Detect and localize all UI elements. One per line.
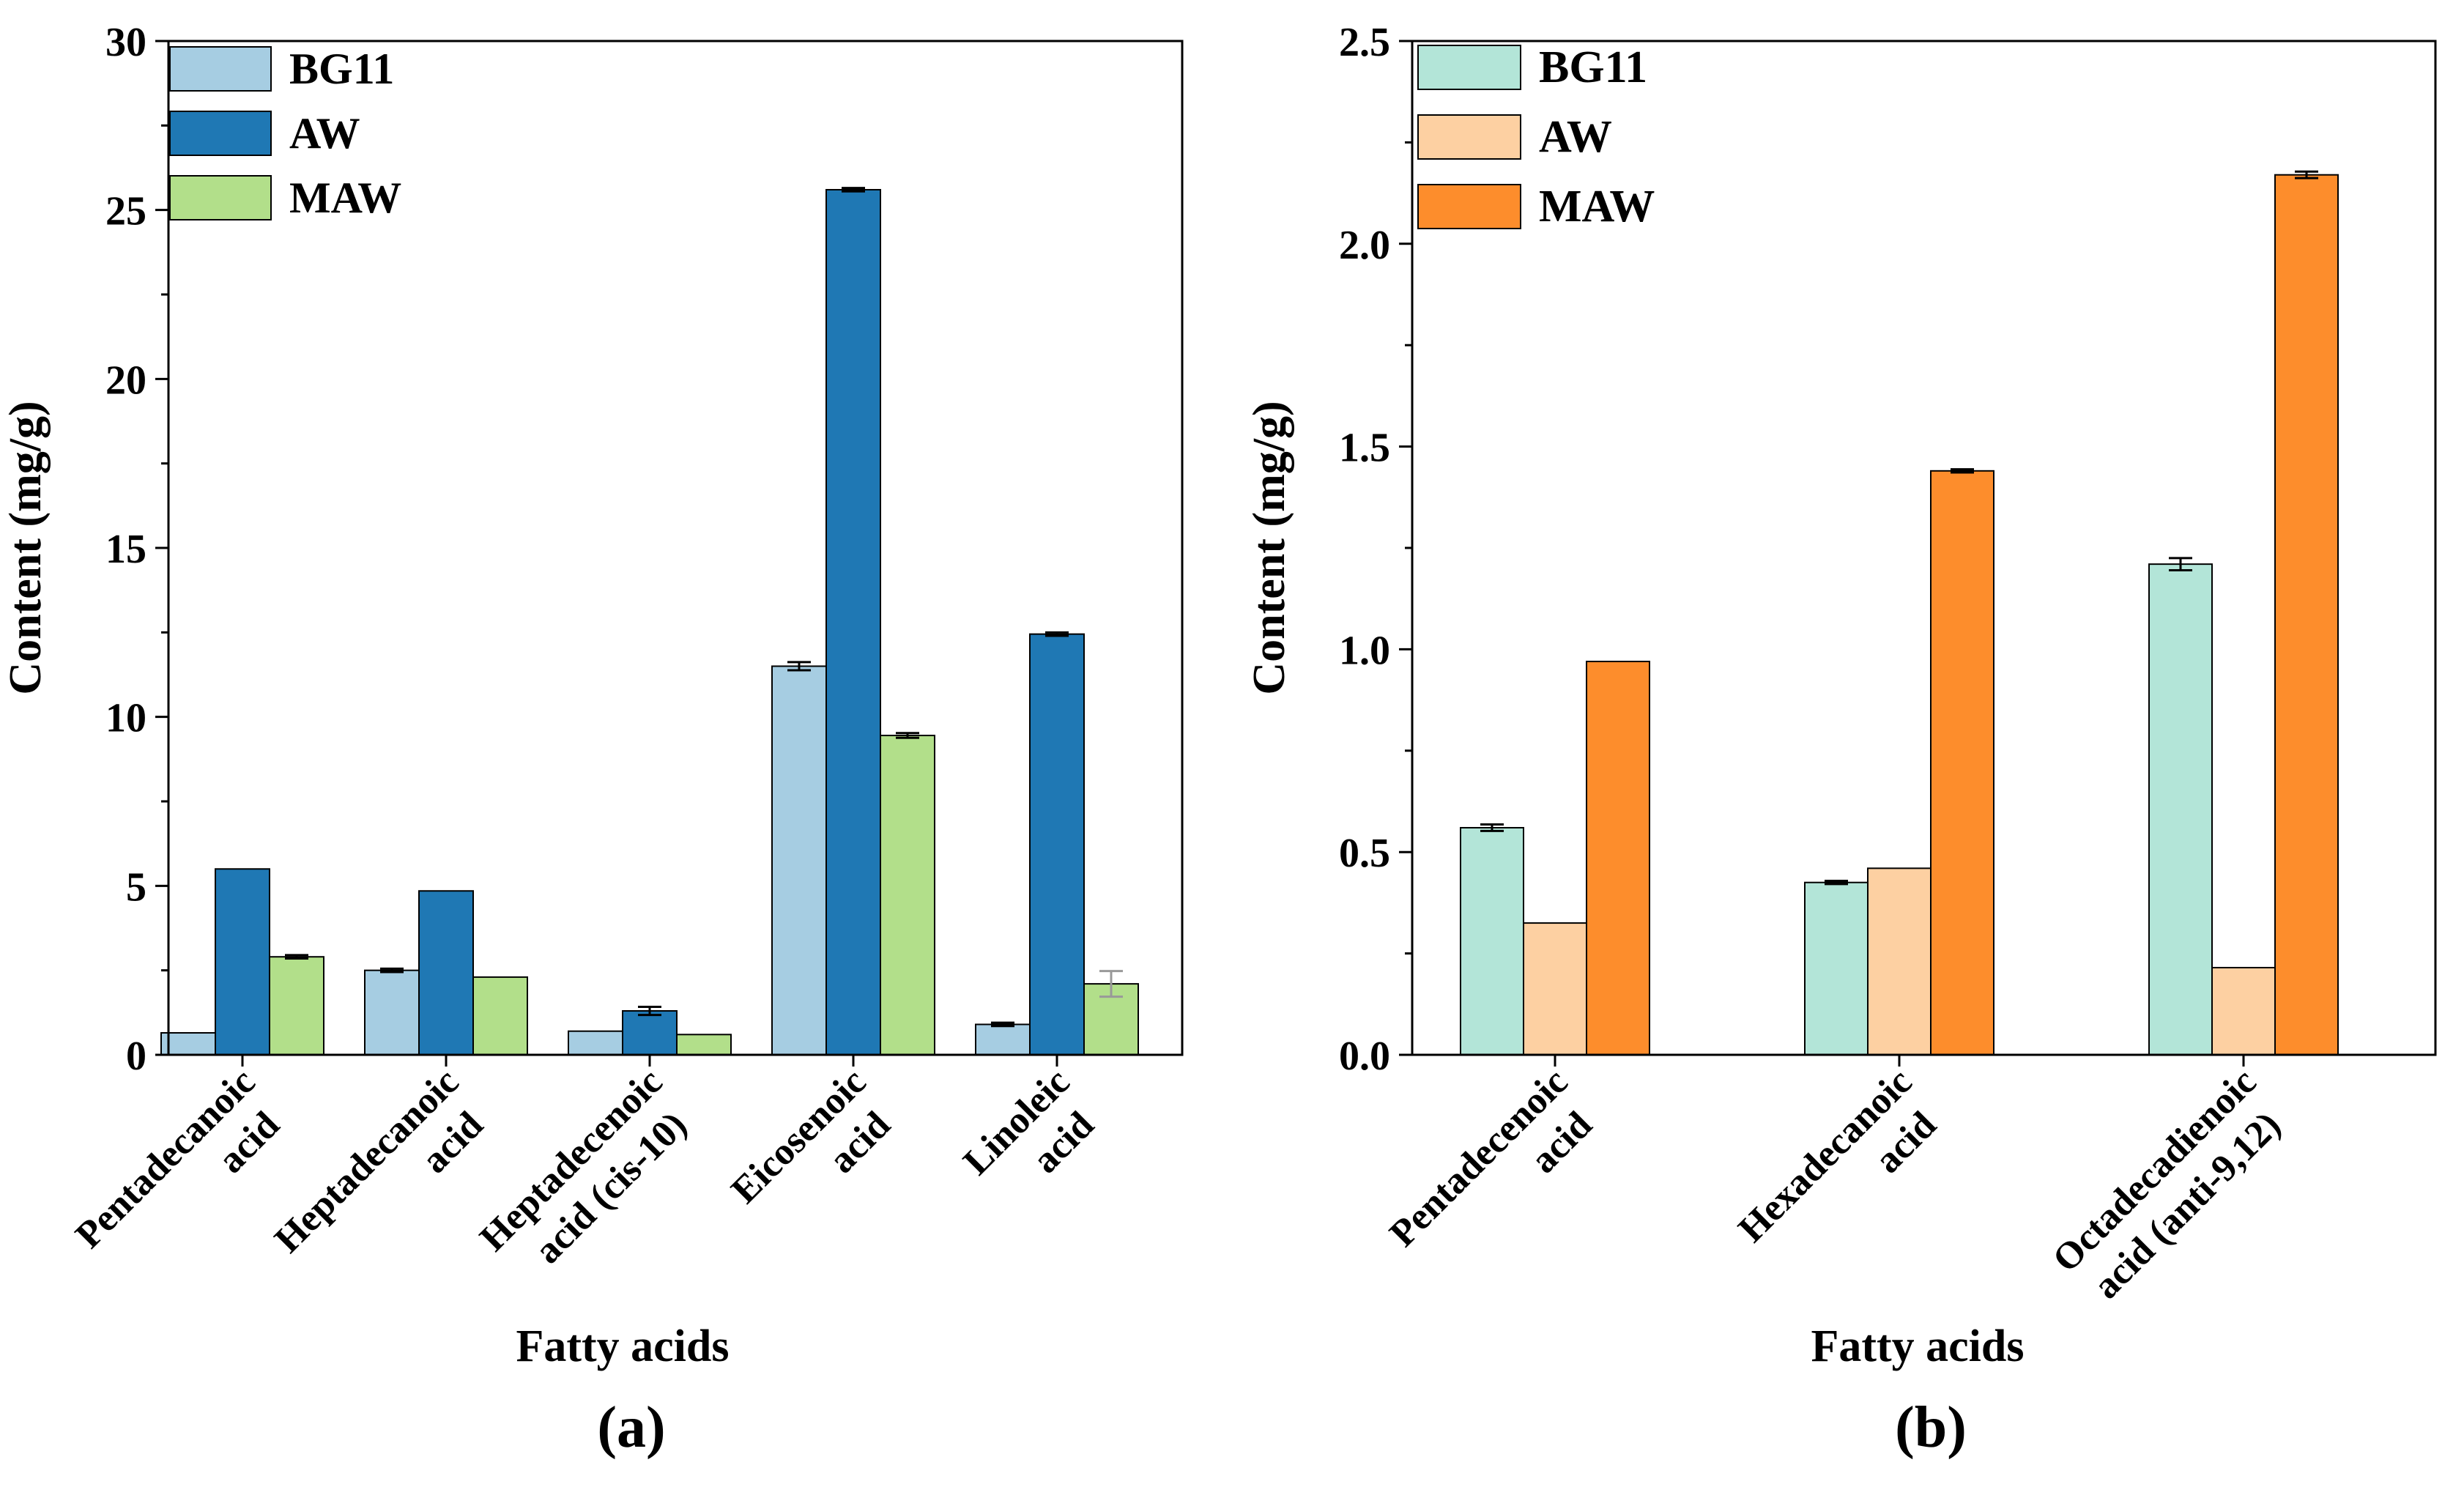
legend-swatch	[169, 111, 272, 156]
legend-swatch	[1417, 184, 1521, 229]
y-tick-label: 1.0	[1339, 628, 1390, 673]
x-tick-label: Pentadecenoicacid	[1382, 1061, 1610, 1288]
bar	[418, 890, 474, 1056]
legend-swatch	[1417, 114, 1521, 160]
x-tick-label: Linoleicacid	[956, 1061, 1112, 1217]
y-tick-label: 10	[105, 696, 146, 741]
x-tick-label: Heptadecanoicacid	[267, 1061, 500, 1294]
x-tick-label: Hexadecanoicacid	[1731, 1061, 1954, 1284]
bar	[1804, 881, 1869, 1056]
x-axis-label: Fatty acids	[516, 1321, 729, 1371]
y-tick-label: 30	[105, 20, 146, 65]
bar	[269, 956, 324, 1056]
bar	[771, 665, 827, 1056]
y-tick-label: 2.5	[1339, 20, 1390, 65]
chart-panel-a: 0 5 10 15 20 25 30 PentadecanoicacidHeptadecano…	[1, 20, 1184, 1460]
y-tick-label: 0	[126, 1034, 146, 1079]
legend-swatch	[1417, 45, 1521, 90]
bar	[472, 976, 528, 1056]
legend-label: BG11	[289, 45, 394, 93]
legend-swatch	[169, 46, 272, 92]
bar	[975, 1023, 1031, 1056]
chart-panel-b: 0.0 0.5 1.0 1.5 2.0 2.5 Pentadecenoicacid Hexad…	[1244, 20, 2437, 1460]
panel-label: (a)	[597, 1395, 665, 1460]
bar	[2274, 174, 2339, 1056]
legend-label: AW	[1539, 112, 1612, 162]
legend-label: MAW	[289, 174, 401, 222]
x-tick-label: Pentadecanoicacid	[67, 1061, 297, 1290]
bar	[364, 969, 420, 1056]
y-tick-label: 0.0	[1339, 1034, 1390, 1079]
x-tick-label: Eicosenoicacid	[724, 1061, 908, 1245]
bar	[825, 188, 881, 1056]
y-tick-label: 25	[105, 189, 146, 234]
y-axis-label: Content (mg/g)	[1244, 401, 1294, 694]
bar	[1029, 633, 1085, 1056]
bar	[1460, 826, 1524, 1056]
y-tick-label: 5	[126, 864, 146, 910]
legend-label: AW	[289, 109, 360, 157]
bar	[2148, 563, 2213, 1056]
x-tick-label: Heptadecenoicacid (cis-10)	[472, 1061, 704, 1293]
y-tick-label: 15	[105, 527, 146, 572]
bar	[215, 868, 270, 1056]
legend-swatch	[169, 175, 272, 220]
bar	[622, 1010, 678, 1056]
y-axis-label: Content (mg/g)	[1, 401, 51, 694]
bar	[1586, 661, 1650, 1056]
bar	[880, 735, 935, 1056]
bar	[2211, 966, 2276, 1056]
legend-label: MAW	[1539, 182, 1655, 231]
bar	[1867, 867, 1932, 1056]
y-tick-label: 2.0	[1339, 223, 1390, 268]
bar	[1523, 922, 1587, 1056]
y-tick-label: 20	[105, 357, 146, 403]
x-tick-label: Octadecadienoicacid (anti-9,12)	[2045, 1061, 2298, 1314]
legend-label: BG11	[1539, 42, 1647, 92]
bar	[568, 1030, 623, 1056]
bar	[676, 1034, 732, 1056]
bar	[1930, 470, 1994, 1056]
x-axis-label: Fatty acids	[1811, 1321, 2024, 1371]
y-tick-label: 0.5	[1339, 831, 1390, 876]
y-tick-label: 1.5	[1339, 426, 1390, 471]
panel-label: (b)	[1895, 1395, 1967, 1460]
